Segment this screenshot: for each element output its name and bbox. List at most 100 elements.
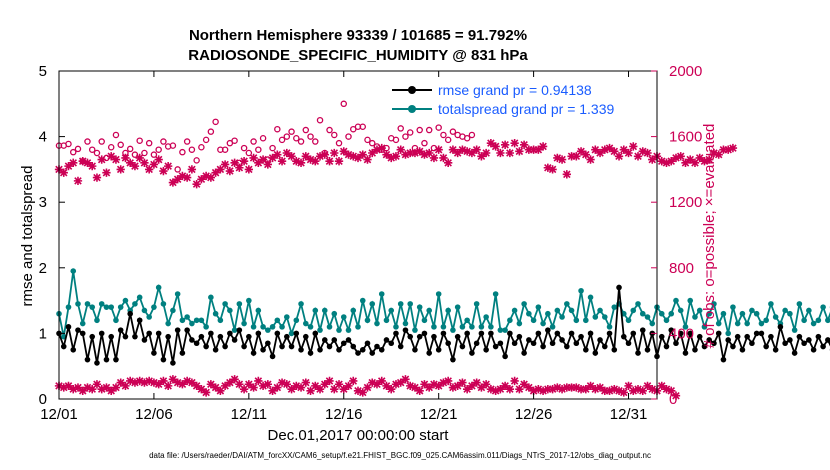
obs-evaluated-point [368,378,377,387]
obs-evaluated-point [719,145,728,154]
obs-evaluated-point [458,145,467,154]
totalspread-point [749,307,755,314]
rmse-point [355,350,361,356]
totalspread-point [250,324,257,330]
obs-evaluated-point [605,386,614,395]
totalspread-point [483,314,489,320]
obs-evaluated-point [277,157,287,166]
totalspread-point [146,314,152,320]
rmse-point [673,340,679,347]
obs-evaluated-point [83,383,92,392]
obs-evaluated-point [586,381,595,391]
obs-evaluated-point [633,385,643,394]
rmse-point [141,337,148,343]
obs-evaluated-point [282,380,291,389]
rmse-point [265,340,271,347]
obs-evaluated-point [173,175,182,184]
rmse-point [668,327,675,333]
totalspread-point [810,320,817,327]
totalspread-point [416,304,423,310]
obs-evaluated-point [486,139,496,148]
rmse-point [75,327,81,333]
rmse-point [317,347,323,353]
obs-evaluated-point [92,173,102,182]
obs-evaluated-point [263,380,272,389]
rmse-point [497,340,504,347]
error-series-layer [56,268,830,366]
totalspread-point [265,327,271,333]
obs-possible-point [350,125,357,133]
obs-evaluated-point [301,378,310,387]
totalspread-point [421,317,428,324]
obs-possible-point [421,139,428,147]
rmse-point [374,343,380,350]
rmse-point [587,330,594,337]
obs-evaluated-point [149,378,159,387]
obs-possible-point [202,136,210,144]
rmse-point [174,327,181,333]
obs-evaluated-point [216,386,225,395]
totalspread-point [549,324,556,330]
rmse-point [250,350,257,356]
rmse-point [739,347,746,353]
rmse-point [597,337,603,343]
rmse-point [677,330,684,337]
totalspread-point [227,307,233,314]
rmse-point [222,343,228,350]
totalspread-point [155,284,162,291]
y-left-tick-label: 4 [39,129,47,146]
footer-data-file: data file: /Users/raeder/DAI/ATM_forcXX/… [149,451,651,460]
rmse-point [725,337,731,343]
totalspread-point [787,310,793,317]
obs-possible-point [179,148,186,156]
obs-evaluated-point [201,388,211,397]
obs-possible-point [169,142,177,149]
rmse-point [108,333,115,340]
rmse-point [236,327,243,333]
rmse-point [473,340,480,347]
totalspread-point [606,324,613,330]
rmse-point [445,340,451,347]
obs-evaluated-point [648,155,657,164]
rmse-point [336,347,342,353]
obs-evaluated-point [524,383,534,392]
obs-evaluated-point [149,160,159,169]
obs-evaluated-point [724,145,733,154]
rmse-point [184,327,190,333]
obs-evaluated-point [116,378,125,387]
obs-evaluated-point [434,381,443,391]
obs-possible-point [278,136,286,144]
obs-possible-point [107,144,115,151]
rmse-point [768,333,774,340]
rmse-point [208,330,214,337]
obs-evaluated-point [306,155,315,164]
obs-evaluated-point [387,385,396,394]
obs-evaluated-point [159,166,168,176]
totalspread-point [687,297,694,304]
obs-evaluated-point [709,148,719,158]
totalspread-point [246,297,252,304]
obs-evaluated-point [211,383,220,392]
obs-evaluated-point [429,153,439,163]
totalspread-point [108,304,115,310]
rmse-point [231,337,238,343]
obs-possible-point [126,145,134,153]
rmse-point [639,327,646,333]
totalspread-point [535,304,542,310]
obs-evaluated-point [610,147,619,156]
obs-evaluated-point [477,152,486,161]
totalspread-point [189,320,195,327]
obs-evaluated-point [415,386,424,395]
totalspread-point [825,317,830,324]
obs-evaluated-point [64,161,73,171]
rmse-point [559,337,565,343]
obs-evaluated-point [515,385,524,394]
obs-evaluated-point [610,385,619,394]
obs-possible-point [88,146,96,153]
totalspread-point [521,301,527,307]
totalspread-point [236,301,243,307]
obs-evaluated-point [439,153,448,163]
obs-evaluated-point [64,381,73,391]
obs-evaluated-point [657,381,666,391]
obs-evaluated-point [453,148,462,158]
